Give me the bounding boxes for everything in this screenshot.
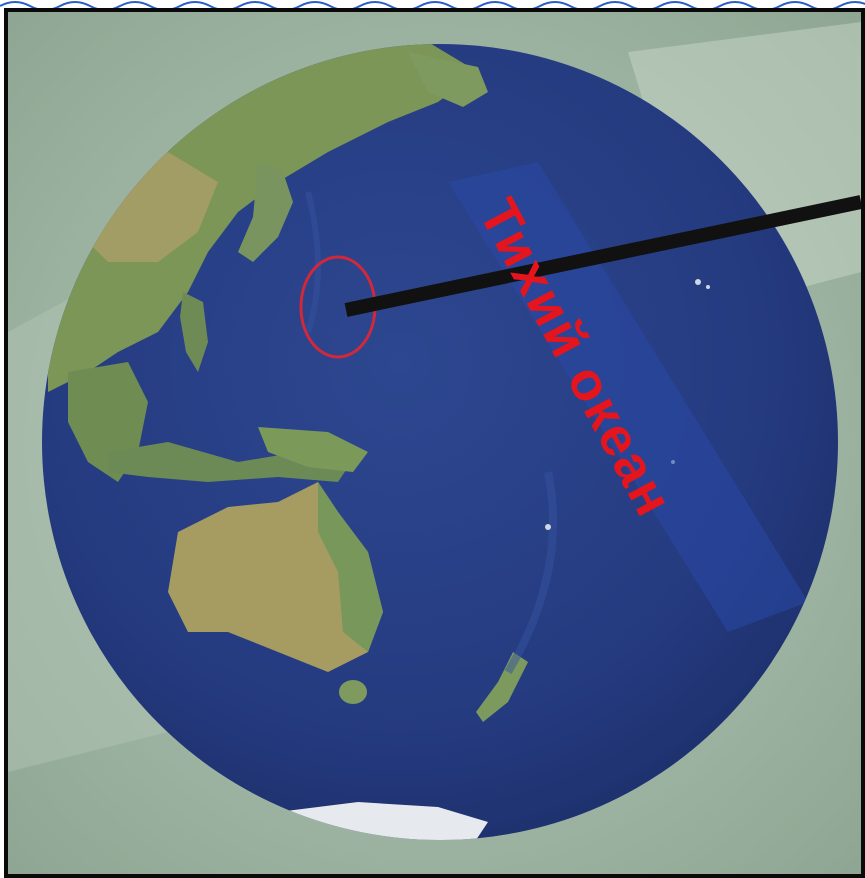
top-wavy-line: [0, 1, 865, 11]
globe-map: Тихий океан: [8, 12, 861, 874]
landmass-tasmania: [339, 680, 367, 704]
island: [695, 279, 701, 285]
island: [706, 285, 710, 289]
ocean-ridge-2: [305, 191, 321, 333]
landmass-indonesia: [108, 442, 348, 482]
landmass-new-guinea: [258, 427, 368, 472]
pointer-line: [344, 195, 861, 317]
ocean-ridge: [504, 471, 557, 675]
image-frame: Тихий океан: [4, 8, 865, 878]
label-band: [448, 162, 808, 632]
landmass-kamchatka: [408, 52, 488, 107]
island: [545, 524, 551, 530]
landmass-japan: [238, 162, 293, 262]
landmass-philippines: [180, 292, 208, 372]
landmass-new-zealand: [476, 652, 528, 722]
landmass-australia-green: [318, 482, 383, 652]
